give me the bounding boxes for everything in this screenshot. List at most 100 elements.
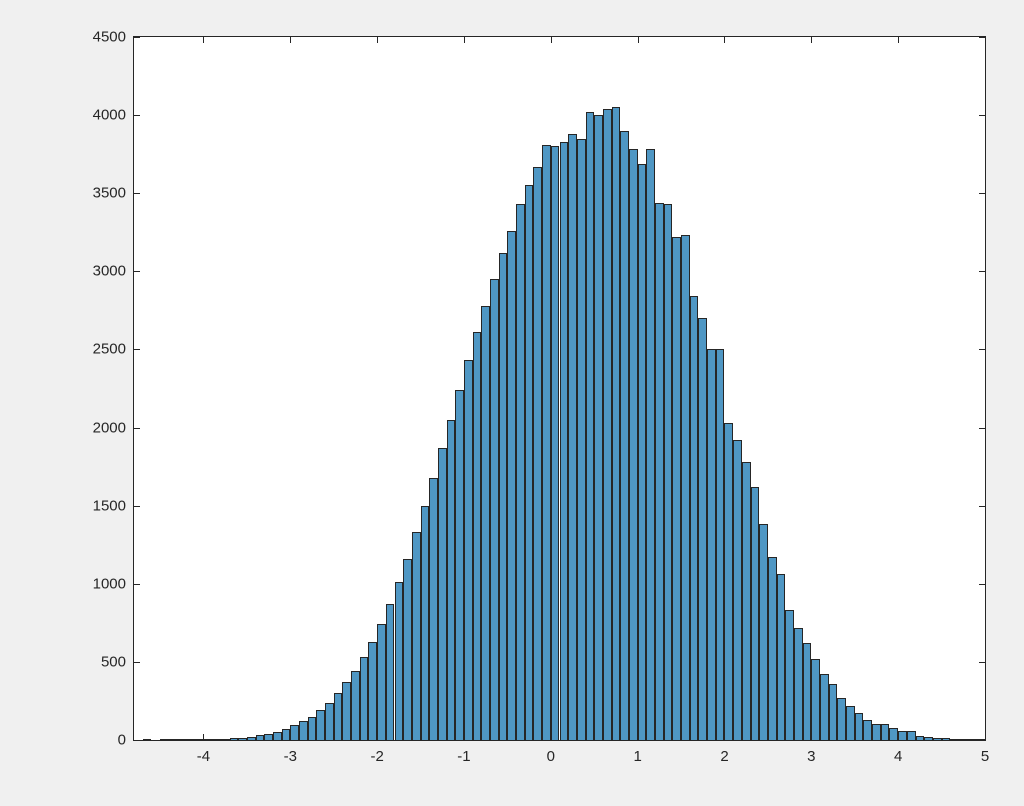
- histogram-bar: [264, 734, 273, 740]
- histogram-bar: [907, 731, 916, 740]
- histogram-bar: [889, 728, 898, 740]
- y-tick-mark: [979, 349, 985, 350]
- histogram-bar: [733, 440, 742, 740]
- y-tick-mark: [979, 662, 985, 663]
- histogram-bar: [646, 149, 655, 740]
- histogram-bar: [447, 420, 456, 740]
- x-tick-label: -3: [284, 740, 297, 765]
- histogram-bar: [655, 203, 664, 740]
- histogram-bar: [238, 738, 247, 740]
- histogram-bar: [863, 720, 872, 740]
- histogram-bar: [143, 739, 152, 740]
- x-tick-mark: [898, 734, 899, 740]
- x-tick-label: 5: [981, 740, 989, 765]
- y-tick-mark: [134, 37, 140, 38]
- histogram-bar: [846, 706, 855, 740]
- x-tick-mark: [551, 37, 552, 43]
- histogram-bar: [325, 703, 334, 740]
- y-tick-label: 3000: [93, 263, 134, 280]
- y-tick-mark: [134, 271, 140, 272]
- y-tick-label: 1500: [93, 497, 134, 514]
- histogram-bar: [568, 134, 577, 740]
- x-tick-mark: [290, 734, 291, 740]
- y-tick-label: 4500: [93, 29, 134, 46]
- histogram-bar: [316, 710, 325, 740]
- histogram-bar: [395, 582, 404, 740]
- histogram-bar: [351, 671, 360, 740]
- x-tick-mark: [811, 37, 812, 43]
- histogram-bar: [507, 231, 516, 740]
- histogram-bar: [342, 682, 351, 740]
- histogram-bar: [586, 112, 595, 740]
- x-tick-mark: [464, 37, 465, 43]
- y-tick-label: 500: [101, 653, 134, 670]
- histogram-bar: [698, 318, 707, 740]
- y-tick-label: 1000: [93, 575, 134, 592]
- y-tick-label: 2500: [93, 341, 134, 358]
- x-tick-mark: [203, 734, 204, 740]
- y-tick-mark: [134, 662, 140, 663]
- y-tick-mark: [979, 506, 985, 507]
- histogram-bar: [768, 557, 777, 740]
- histogram-bar: [186, 739, 195, 740]
- x-tick-mark: [985, 37, 986, 43]
- histogram-bar: [368, 642, 377, 740]
- x-tick-mark: [377, 37, 378, 43]
- histogram-bar: [473, 332, 482, 740]
- plot-area: 050010001500200025003000350040004500-4-3…: [133, 36, 986, 741]
- x-tick-label: 1: [633, 740, 641, 765]
- histogram-bar: [429, 478, 438, 740]
- x-tick-label: -2: [370, 740, 383, 765]
- histogram-bar: [499, 253, 508, 740]
- histogram-bars: [134, 37, 985, 740]
- x-tick-label: 0: [547, 740, 555, 765]
- histogram-bar: [924, 737, 933, 740]
- histogram-bar: [577, 139, 586, 740]
- histogram-bar: [421, 506, 430, 740]
- histogram-bar: [412, 532, 421, 740]
- y-tick-mark: [134, 428, 140, 429]
- x-tick-mark: [203, 37, 204, 43]
- figure: 050010001500200025003000350040004500-4-3…: [0, 0, 1024, 806]
- histogram-bar: [386, 604, 395, 740]
- histogram-bar: [751, 487, 760, 740]
- histogram-bar: [464, 360, 473, 740]
- histogram-bar: [950, 739, 959, 740]
- histogram-bar: [898, 731, 907, 740]
- y-tick-mark: [134, 584, 140, 585]
- histogram-bar: [872, 724, 881, 740]
- x-tick-mark: [985, 734, 986, 740]
- histogram-bar: [629, 149, 638, 740]
- y-tick-mark: [979, 428, 985, 429]
- y-tick-mark: [979, 271, 985, 272]
- histogram-bar: [664, 204, 673, 740]
- histogram-bar: [481, 306, 490, 740]
- histogram-bar: [377, 624, 386, 740]
- x-tick-mark: [638, 37, 639, 43]
- y-tick-mark: [134, 740, 140, 741]
- histogram-bar: [360, 657, 369, 740]
- x-tick-mark: [811, 734, 812, 740]
- histogram-bar: [620, 131, 629, 740]
- histogram-bar: [716, 349, 725, 740]
- histogram-bar: [256, 735, 265, 740]
- histogram-bar: [273, 732, 282, 740]
- histogram-bar: [533, 167, 542, 740]
- y-tick-mark: [979, 584, 985, 585]
- y-tick-mark: [134, 506, 140, 507]
- histogram-bar: [916, 736, 925, 740]
- histogram-bar: [672, 237, 681, 740]
- histogram-bar: [612, 107, 621, 740]
- histogram-bar: [160, 739, 169, 740]
- x-tick-mark: [551, 734, 552, 740]
- histogram-bar: [881, 724, 890, 740]
- x-tick-mark: [898, 37, 899, 43]
- x-tick-label: 4: [894, 740, 902, 765]
- histogram-bar: [290, 725, 299, 740]
- histogram-bar: [777, 574, 786, 740]
- histogram-bar: [438, 448, 447, 740]
- histogram-bar: [212, 739, 221, 740]
- histogram-bar: [282, 729, 291, 740]
- histogram-bar: [594, 115, 603, 740]
- histogram-bar: [829, 684, 838, 740]
